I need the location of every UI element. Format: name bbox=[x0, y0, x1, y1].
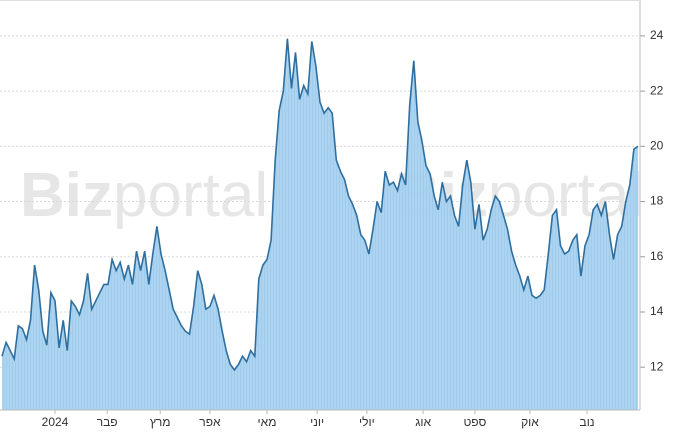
watermark: Bizportal bbox=[20, 161, 268, 230]
x-tick-label: ספט bbox=[463, 415, 486, 429]
y-tick-label: 18 bbox=[650, 194, 664, 208]
area-line bbox=[1, 38, 639, 372]
x-tick-label: אפר bbox=[199, 415, 221, 429]
x-tick-label: מרץ bbox=[150, 415, 171, 429]
x-tick-label: אוג bbox=[415, 415, 431, 429]
x-tick-label: יוני bbox=[310, 415, 324, 429]
y-tick-label: 22 bbox=[650, 83, 664, 97]
watermark-rest: portal bbox=[488, 161, 643, 230]
x-tick-label: פבר bbox=[97, 415, 118, 429]
watermark-rest: portal bbox=[113, 161, 268, 230]
y-tick-label: 24 bbox=[650, 28, 664, 42]
x-tick-label: יולי bbox=[359, 415, 375, 429]
x-tick-label: מאי bbox=[258, 415, 277, 429]
y-tick-label: 12 bbox=[650, 359, 664, 373]
x-tick-label: אוק bbox=[521, 415, 539, 429]
x-tick-label: 2024 bbox=[42, 415, 69, 429]
y-tick-label: 14 bbox=[650, 304, 664, 318]
watermark-bold: Biz bbox=[20, 161, 113, 230]
x-tick-label: נוב bbox=[580, 415, 595, 429]
y-tick-label: 20 bbox=[650, 139, 664, 153]
y-tick-label: 16 bbox=[650, 249, 664, 263]
area-fill bbox=[2, 38, 638, 410]
